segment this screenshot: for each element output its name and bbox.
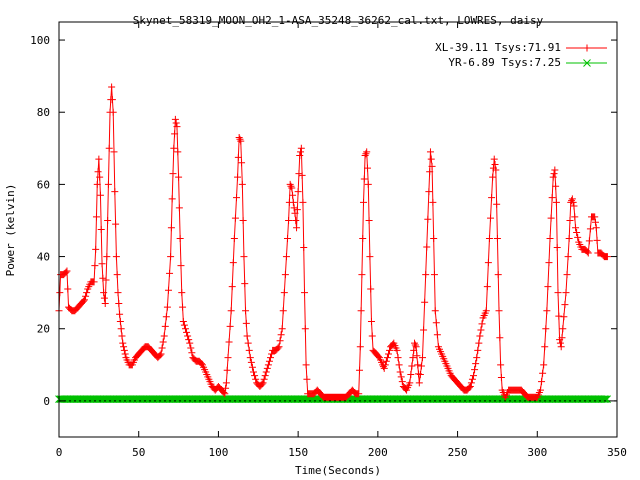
y-axis: 0 20 40 60 80 100 [30, 34, 617, 408]
x-tick-label: 350 [607, 446, 627, 459]
x-tick-label: 250 [448, 446, 468, 459]
x-tick-label: 200 [368, 446, 388, 459]
x-tick-label: 300 [527, 446, 547, 459]
x-tick-label: 0 [56, 446, 63, 459]
legend-marker-yr [583, 59, 591, 67]
legend-label-yr: YR-6.89 Tsys:7.25 [448, 56, 561, 69]
plot-frame [58, 21, 618, 438]
y-tick-label: 0 [43, 395, 50, 408]
legend: XL-39.11 Tsys:71.91 YR-6.89 Tsys:7.25 [435, 41, 607, 69]
y-tick-label: 80 [37, 106, 50, 119]
x-axis: 0 50 100 150 200 250 300 350 [56, 22, 627, 459]
x-tick-label: 100 [208, 446, 228, 459]
legend-marker-xl [583, 44, 591, 52]
x-axis-label: Time(Seconds) [295, 464, 381, 477]
x-tick-label: 150 [288, 446, 308, 459]
chart-title: Skynet_58319_MOON_OH2_1-ASA_35248_36262_… [133, 14, 544, 27]
y-axis-label: Power (kelvin) [4, 184, 17, 277]
x-tick-label: 50 [132, 446, 145, 459]
y-tick-label: 40 [37, 251, 50, 264]
y-tick-label: 60 [37, 178, 50, 191]
y-tick-label: 20 [37, 323, 50, 336]
legend-label-xl: XL-39.11 Tsys:71.91 [435, 41, 561, 54]
y-tick-label: 100 [30, 34, 50, 47]
